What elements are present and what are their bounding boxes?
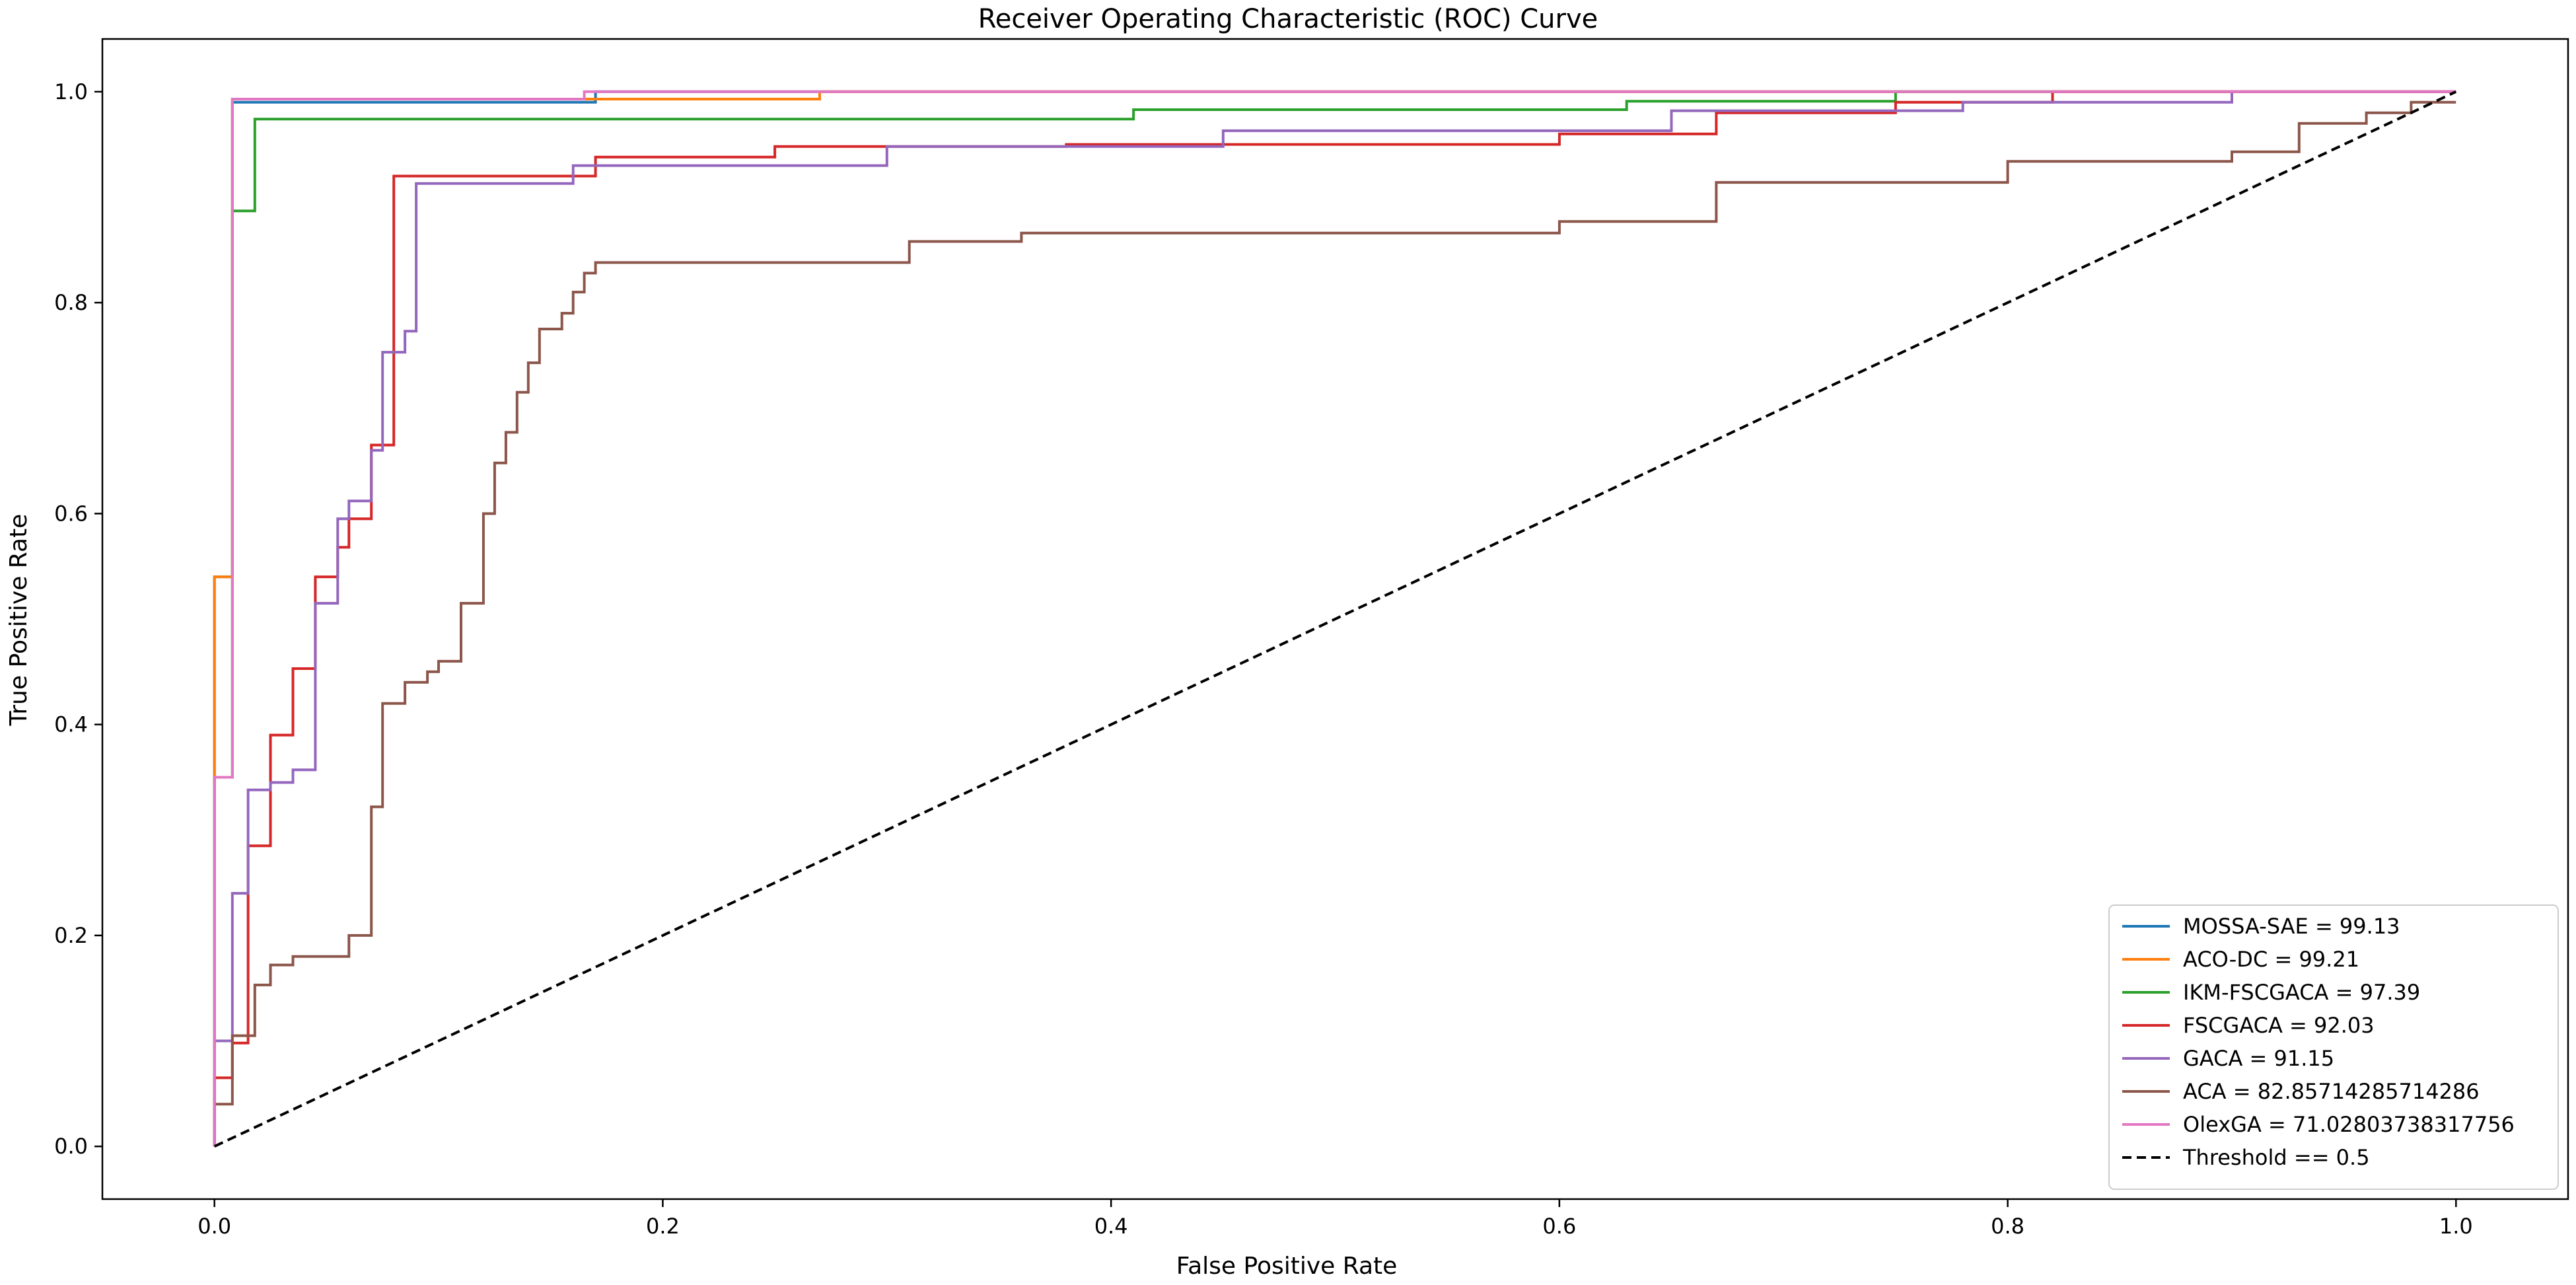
- x-tick-label: 0.6: [1542, 1214, 1576, 1239]
- legend-label: ACA = 82.85714285714286: [2183, 1079, 2480, 1104]
- series-line-5: [213, 100, 2456, 1147]
- series-line-4: [213, 90, 2456, 1147]
- x-tick-label: 0.8: [1991, 1214, 2024, 1239]
- chart-title: Receiver Operating Characteristic (ROC) …: [978, 4, 1598, 34]
- y-tick-label: 0.6: [54, 501, 88, 526]
- legend-label: Threshold == 0.5: [2182, 1145, 2370, 1170]
- legend-label: MOSSA-SAE = 99.13: [2183, 914, 2400, 939]
- series-layer: [213, 90, 2457, 1148]
- plot-frame: [101, 38, 2569, 1200]
- x-tick-label: 0.2: [646, 1214, 680, 1239]
- legend-label: ACO-DC = 99.21: [2183, 947, 2359, 972]
- legend-label: OlexGA = 71.02803738317756: [2183, 1112, 2515, 1137]
- y-tick-label: 0.0: [54, 1134, 88, 1159]
- legend-box: [2108, 904, 2559, 1190]
- x-tick-label: 0.4: [1094, 1214, 1128, 1239]
- y-tick-label: 0.8: [54, 290, 88, 315]
- legend-label: GACA = 91.15: [2183, 1046, 2334, 1071]
- series-line-6: [213, 90, 2456, 1147]
- legend: MOSSA-SAE = 99.13 ACO-DC = 99.21 IKM-FSCGA…: [2108, 904, 2559, 1190]
- y-axis-label: True Positive Rate: [5, 514, 32, 727]
- legend-label: IKM-FSCGACA = 97.39: [2183, 980, 2420, 1005]
- y-tick-label: 1.0: [54, 79, 88, 104]
- ticks-layer: 0.0 0.2 0.4 0.6 0.8 1.0 0.0 0.2 0.4 0.6 0.8 1.0: [54, 79, 2473, 1239]
- x-axis-label: False Positive Rate: [1176, 1253, 1398, 1280]
- x-tick-label: 1.0: [2439, 1214, 2473, 1239]
- series-line-7: [213, 90, 2457, 1148]
- y-tick-label: 0.4: [54, 712, 88, 737]
- y-tick-label: 0.2: [54, 923, 88, 948]
- legend-label: FSCGACA = 92.03: [2183, 1013, 2375, 1038]
- x-tick-label: 0.0: [197, 1214, 231, 1239]
